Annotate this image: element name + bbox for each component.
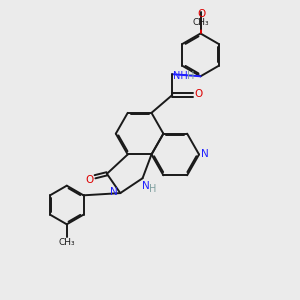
Text: O: O xyxy=(85,175,93,185)
Text: N: N xyxy=(200,149,208,160)
Text: H: H xyxy=(187,71,194,81)
Text: H: H xyxy=(149,184,157,194)
Text: O: O xyxy=(197,9,205,19)
Text: CH₃: CH₃ xyxy=(58,238,75,247)
Text: N: N xyxy=(142,181,149,191)
Text: O: O xyxy=(194,88,202,98)
Text: CH₃: CH₃ xyxy=(192,18,209,27)
Text: N: N xyxy=(110,187,118,196)
Text: NH: NH xyxy=(173,71,188,81)
